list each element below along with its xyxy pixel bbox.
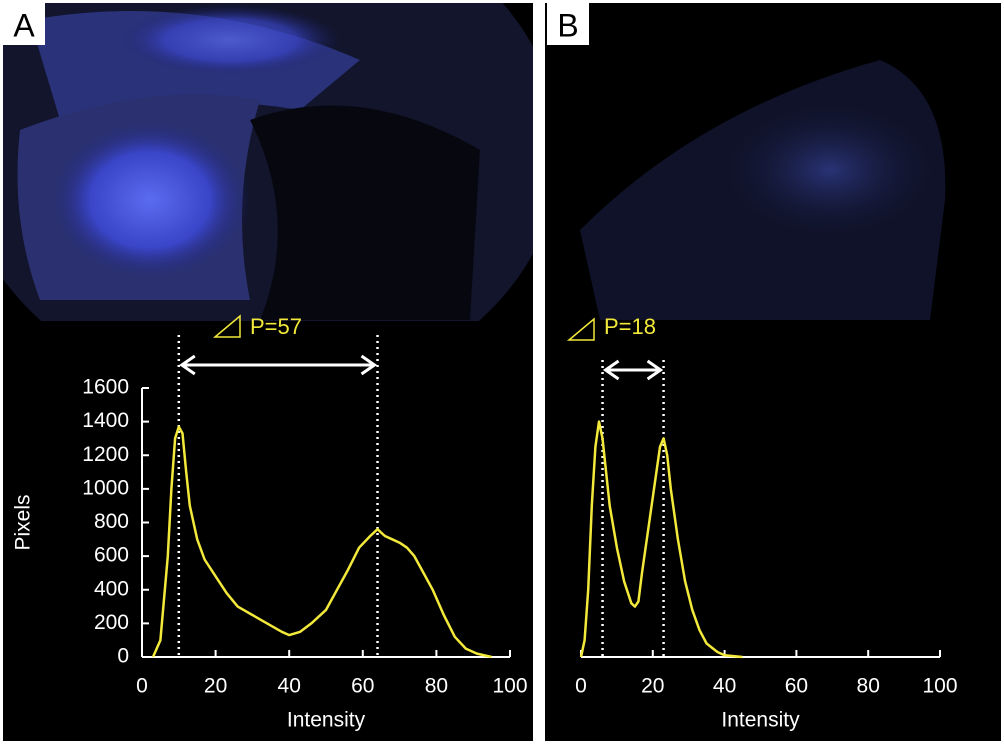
y-axis-label: Pixels [12,494,35,550]
interval-arrow [179,354,378,376]
x-tick-label: 40 [713,675,736,698]
annotation: P=18 [604,314,656,339]
y-tick-label: 1400 [82,409,129,432]
x-tick-label: 20 [641,675,664,698]
y-tick-label: 800 [94,510,129,533]
photo-a [3,3,533,321]
y-tick-label: 1600 [82,376,129,399]
x-tick-label: 80 [857,675,880,698]
x-tick-label: 40 [278,675,301,698]
x-tick-label: 60 [785,675,808,698]
y-tick-label: 600 [94,544,129,567]
panel-label-box [3,3,45,45]
x-tick-label: 80 [425,675,448,698]
x-tick-label: 60 [351,675,374,698]
panel-label: A [13,7,35,43]
delta-symbol [212,314,241,338]
x-tick-label: 0 [136,675,148,698]
photo-b [580,60,946,320]
delta-symbol [566,317,595,341]
x-tick-label: 20 [204,675,227,698]
histogram-line [579,420,743,659]
x-axis-label: Intensity [721,709,800,732]
x-tick-label: 0 [575,675,587,698]
y-tick-label: 200 [94,611,129,634]
panel-label: B [557,7,578,43]
annotation: P=57 [250,314,302,339]
y-tick-label: 1000 [82,476,129,499]
x-axis-label: Intensity [287,709,366,732]
y-tick-label: 400 [94,577,129,600]
y-tick-label: 0 [117,645,129,668]
histogram-line [151,425,492,659]
y-tick-label: 1200 [82,443,129,466]
panel-label-box [547,3,589,45]
x-tick-label: 100 [922,675,957,698]
x-tick-label: 100 [492,675,527,698]
interval-arrow [602,359,664,381]
